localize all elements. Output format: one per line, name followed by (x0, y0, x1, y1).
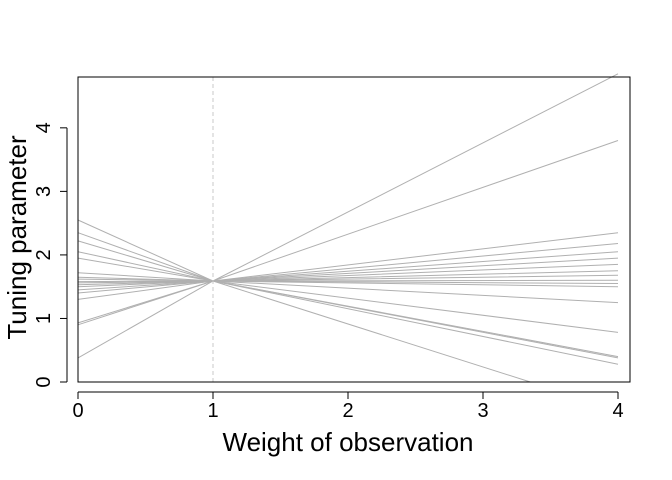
x-tick-label: 1 (207, 400, 218, 422)
y-tick-label: 1 (33, 313, 55, 324)
series-line-1 (77, 73, 619, 359)
plot-frame (77, 76, 631, 383)
y-tick-label: 2 (33, 249, 55, 260)
y-axis-title: Tuning parameter (2, 135, 32, 340)
x-axis-title: Weight of observation (223, 427, 474, 457)
x-axis: 0 1 2 3 4 (72, 391, 624, 422)
y-axis: 0 1 2 3 4 (33, 122, 68, 388)
y-tick-label: 0 (33, 376, 55, 387)
y-tick-label: 3 (33, 186, 55, 197)
series-line-18 (77, 219, 531, 383)
y-tick-label: 4 (33, 122, 55, 133)
x-tick-label: 3 (477, 400, 488, 422)
x-tick-label: 4 (612, 400, 623, 422)
series-line-16 (77, 240, 619, 365)
x-tick-label: 2 (342, 400, 353, 422)
series-lines (77, 73, 619, 383)
x-tick-label: 0 (72, 400, 83, 422)
series-line-2 (77, 140, 619, 326)
